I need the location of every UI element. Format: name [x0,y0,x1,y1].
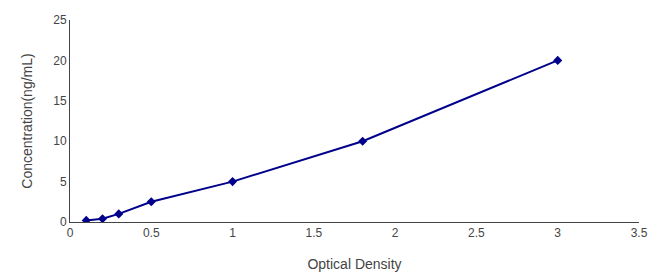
svg-text:2: 2 [392,226,399,240]
svg-text:5: 5 [60,175,67,189]
svg-text:25: 25 [53,13,67,27]
svg-text:Concentration(ng/mL): Concentration(ng/mL) [19,53,35,188]
svg-text:15: 15 [53,94,67,108]
svg-text:0: 0 [67,226,74,240]
svg-text:20: 20 [53,54,67,68]
svg-text:2.5: 2.5 [468,226,485,240]
svg-text:0: 0 [60,215,67,229]
svg-text:Optical Density: Optical Density [307,256,401,272]
svg-text:10: 10 [53,134,67,148]
svg-text:1: 1 [229,226,236,240]
svg-text:0.5: 0.5 [143,226,160,240]
svg-text:3.5: 3.5 [631,226,648,240]
svg-text:1.5: 1.5 [306,226,323,240]
svg-text:3: 3 [554,226,561,240]
